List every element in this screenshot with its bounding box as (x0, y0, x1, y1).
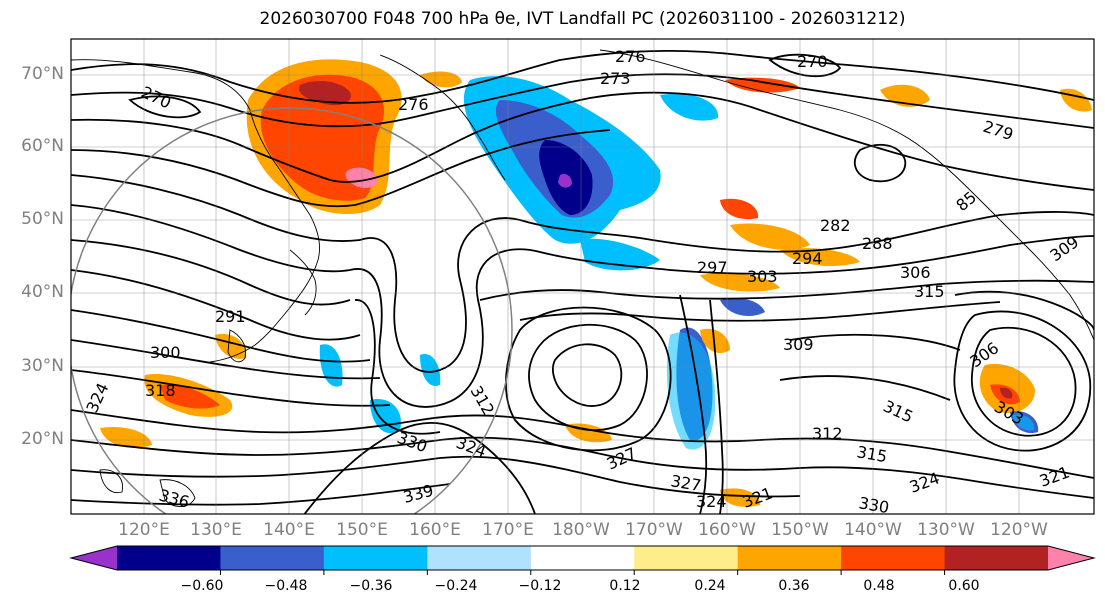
contour-label: 315 (914, 282, 945, 301)
positive-anomaly-okhotsk-max (299, 80, 351, 106)
contour-label: 273 (600, 69, 631, 88)
contour-label: 276 (398, 95, 429, 114)
longitude-label: 170°E (482, 520, 534, 540)
colorbar-segment (737, 546, 842, 570)
gridlines (71, 39, 1094, 514)
longitude-label: 170°W (625, 520, 683, 540)
coastline-layer (71, 49, 1094, 507)
contour-label: 306 (900, 263, 931, 282)
longitude-label: 150°W (771, 520, 829, 540)
longitude-label: 160°E (409, 520, 461, 540)
longitude-label: 150°E (336, 520, 388, 540)
longitude-label: 120°E (118, 520, 170, 540)
latitude-label: 20°N (21, 429, 64, 449)
colorbar-tick-label: −0.12 (518, 578, 562, 594)
map-frame (70, 38, 1095, 515)
colorbar-segment (220, 546, 325, 570)
colorbar-segment (323, 546, 428, 570)
colorbar-upper-extension (1048, 546, 1094, 570)
colorbar (69, 545, 1096, 575)
low-center-contour (551, 343, 623, 407)
contour-label: 276 (615, 47, 646, 66)
colorbar-tick-label: 0.24 (694, 578, 726, 594)
colorbar-segment (117, 546, 221, 570)
contour-label: 288 (862, 234, 893, 253)
colorbar-segment (427, 546, 532, 570)
longitude-label: 130°E (190, 520, 242, 540)
contour-label: 282 (820, 216, 851, 235)
longitude-label: 180°W (552, 520, 610, 540)
contour-label: 330 (857, 493, 890, 517)
colorbar-tick-label: −0.48 (264, 578, 308, 594)
contour-label: 303 (747, 267, 778, 286)
contour-label: 270 (797, 52, 828, 71)
colorbar-tick-label: 0.60 (948, 578, 980, 594)
latitude-label: 60°N (21, 136, 64, 156)
contour-label: 312 (812, 424, 843, 443)
longitude-label: 140°W (844, 520, 902, 540)
longitude-label: 140°E (263, 520, 315, 540)
colorbar-tick-label: −0.36 (349, 578, 393, 594)
colorbar-outline (69, 545, 1096, 571)
colorbar-lower-extension (71, 546, 117, 570)
contour-label: 318 (145, 381, 176, 400)
contour-label: 324 (696, 492, 727, 511)
colorbar-tick-label: 0.12 (609, 578, 641, 594)
longitude-label: 120°W (990, 520, 1048, 540)
chart-title: 2026030700 F048 700 hPa θe, IVT Landfall… (259, 9, 906, 29)
contour-label: 294 (792, 249, 823, 268)
contour-layer (71, 49, 1094, 514)
colorbar-tick-label: −0.60 (180, 578, 224, 594)
longitude-label: 130°W (917, 520, 975, 540)
colorbar-ticks (219, 570, 946, 575)
range-circle (71, 107, 513, 514)
colorbar-segment (944, 546, 1049, 570)
latitude-label: 70°N (21, 64, 64, 84)
colorbar-segments (117, 546, 1049, 570)
contour-label: 309 (783, 335, 814, 354)
contour-label: 300 (150, 343, 181, 362)
latitude-label: 50°N (21, 209, 64, 229)
latitude-label: 30°N (21, 356, 64, 376)
colorbar-tick-label: 0.36 (778, 578, 810, 594)
colorbar-segment (634, 546, 739, 570)
colorbar-segment (530, 546, 635, 570)
longitude-label: 160°W (698, 520, 756, 540)
contour-label: 297 (697, 258, 728, 277)
contour-label: 291 (215, 307, 246, 326)
colorbar-tick-label: −0.24 (434, 578, 478, 594)
latitude-label: 40°N (21, 282, 64, 302)
colorbar-segment (841, 546, 946, 570)
colorbar-tick-label: 0.48 (863, 578, 895, 594)
